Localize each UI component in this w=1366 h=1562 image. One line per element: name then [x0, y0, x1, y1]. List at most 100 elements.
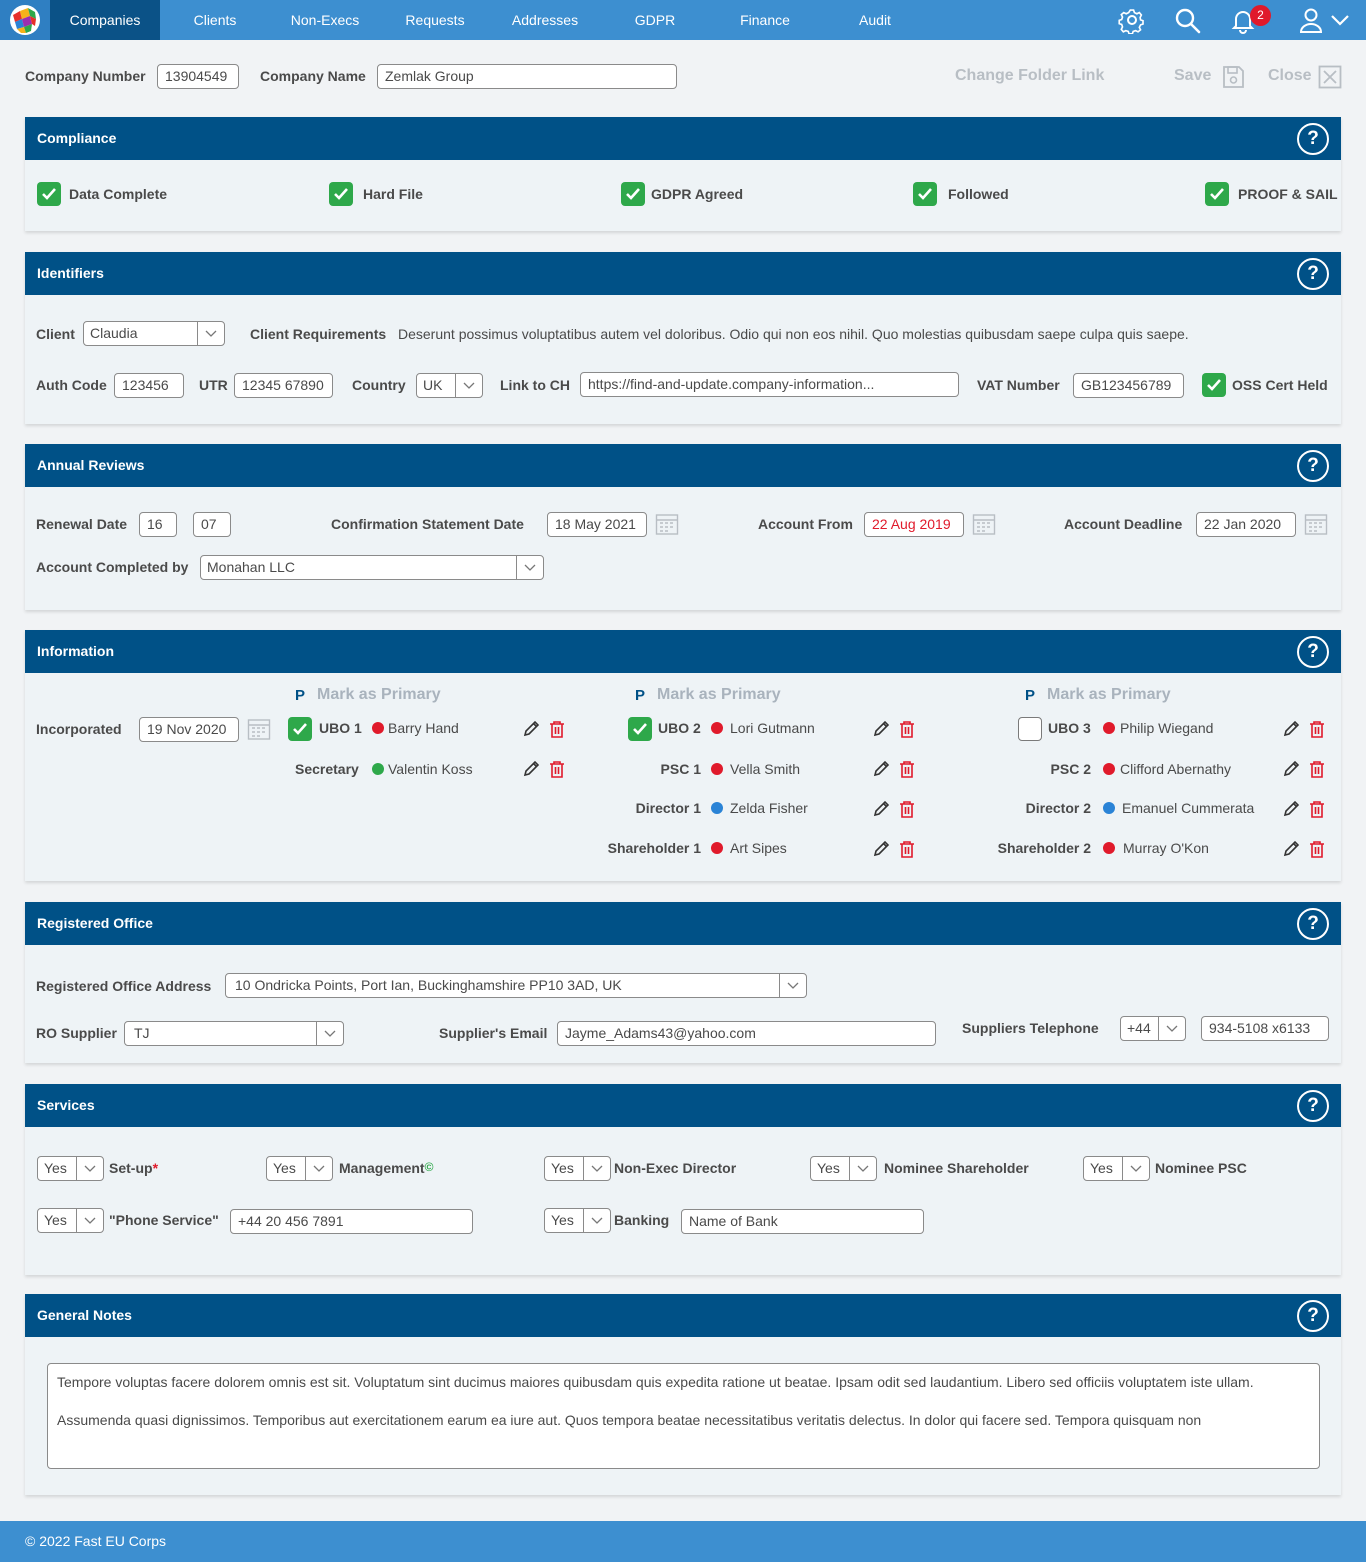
- mark-as-primary-link[interactable]: Mark as Primary: [317, 686, 441, 703]
- nav-tab-audit[interactable]: Audit: [859, 12, 891, 28]
- link-to-ch-input[interactable]: https://find-and-update.company-informat…: [580, 372, 959, 397]
- management-select[interactable]: Yes: [266, 1156, 333, 1181]
- logo[interactable]: [0, 0, 50, 40]
- annual-reviews-help-button[interactable]: ?: [1297, 450, 1329, 482]
- general-notes-textarea[interactable]: Tempore voluptas facere dolorem omnis es…: [47, 1363, 1320, 1469]
- change-folder-link-button[interactable]: Change Folder Link: [955, 67, 1105, 84]
- user-icon[interactable]: [1297, 6, 1325, 34]
- non-exec-select[interactable]: Yes: [544, 1156, 611, 1181]
- pencil-icon[interactable]: [872, 840, 890, 858]
- confirmation-date-input[interactable]: 18 May 2021: [547, 512, 647, 537]
- nav-tab-non-execs[interactable]: Non-Execs: [290, 12, 360, 28]
- bank-name-input[interactable]: Name of Bank: [681, 1209, 924, 1234]
- supplier-email-input[interactable]: Jayme_Adams43@yahoo.com: [557, 1021, 936, 1046]
- oss-cert-checkbox[interactable]: [1202, 373, 1226, 397]
- calendar-icon[interactable]: [1304, 512, 1328, 536]
- data-complete-checkbox[interactable]: [37, 182, 61, 206]
- trash-icon[interactable]: [1308, 800, 1326, 818]
- nav-tab-addresses[interactable]: Addresses: [511, 12, 579, 28]
- mark-as-primary-link[interactable]: Mark as Primary: [1047, 686, 1171, 703]
- utr-input[interactable]: 12345 67890: [234, 373, 333, 398]
- compliance-help-button[interactable]: ?: [1297, 123, 1329, 155]
- close-box-icon[interactable]: [1318, 65, 1342, 89]
- nominee-psc-select[interactable]: Yes: [1083, 1156, 1150, 1181]
- pencil-icon[interactable]: [522, 760, 540, 778]
- renewal-month-input[interactable]: 07: [193, 512, 231, 537]
- save-disk-icon[interactable]: [1221, 65, 1245, 89]
- setup-select[interactable]: Yes: [37, 1156, 104, 1181]
- renewal-day-input[interactable]: 16: [139, 512, 177, 537]
- trash-icon[interactable]: [898, 800, 916, 818]
- nav-tab-companies[interactable]: Companies: [50, 0, 160, 40]
- save-button[interactable]: Save: [1174, 67, 1212, 84]
- nominee-shareholder-select[interactable]: Yes: [810, 1156, 877, 1181]
- nav-tab-clients[interactable]: Clients: [193, 12, 237, 28]
- pencil-icon[interactable]: [1282, 840, 1300, 858]
- incorporated-date-input[interactable]: 19 Nov 2020: [139, 717, 239, 742]
- calendar-icon[interactable]: [655, 512, 679, 536]
- calendar-icon[interactable]: [247, 717, 271, 741]
- vat-number-input[interactable]: GB123456789: [1073, 373, 1184, 398]
- phone-service-number-input[interactable]: +44 20 456 7891: [230, 1209, 473, 1234]
- proof-sail-checkbox[interactable]: [1205, 182, 1229, 206]
- pencil-icon[interactable]: [872, 720, 890, 738]
- pencil-icon[interactable]: [872, 760, 890, 778]
- nav-tab-requests[interactable]: Requests: [405, 12, 465, 28]
- client-select[interactable]: Claudia: [83, 321, 225, 346]
- pencil-icon[interactable]: [872, 800, 890, 818]
- close-button[interactable]: Close: [1268, 67, 1312, 84]
- registered-office-address-select[interactable]: 10 Ondricka Points, Port Ian, Buckingham…: [225, 973, 807, 998]
- banking-select[interactable]: Yes: [544, 1208, 611, 1233]
- pencil-icon[interactable]: [1282, 760, 1300, 778]
- ro-supplier-value: TJ: [134, 1025, 150, 1041]
- company-number-input[interactable]: 13904549: [157, 64, 239, 89]
- gear-icon[interactable]: [1118, 6, 1146, 34]
- trash-icon[interactable]: [898, 840, 916, 858]
- primary-p-marker: P: [1025, 687, 1036, 704]
- hard-file-checkbox[interactable]: [329, 182, 353, 206]
- identifiers-help-button[interactable]: ?: [1297, 258, 1329, 290]
- ubo3-primary-checkbox[interactable]: [1018, 717, 1042, 741]
- search-icon[interactable]: [1173, 6, 1201, 34]
- ubo1-primary-checkbox[interactable]: [288, 717, 312, 741]
- gdpr-agreed-checkbox[interactable]: [621, 182, 645, 206]
- account-completed-select[interactable]: Monahan LLC: [200, 555, 544, 580]
- non-exec-value: Yes: [551, 1160, 574, 1176]
- checkmark-icon: [633, 723, 647, 735]
- supplier-phone-code-select[interactable]: +44: [1120, 1016, 1186, 1041]
- trash-icon[interactable]: [1308, 720, 1326, 738]
- registered-office-help-button[interactable]: ?: [1297, 908, 1329, 940]
- nav-tab-gdpr[interactable]: GDPR: [634, 12, 676, 28]
- phone-service-select[interactable]: Yes: [37, 1208, 104, 1233]
- account-from-input[interactable]: 22 Aug 2019: [864, 512, 964, 537]
- trash-icon[interactable]: [1308, 840, 1326, 858]
- ubo2-primary-checkbox[interactable]: [628, 717, 652, 741]
- auth-code-input[interactable]: 123456: [114, 373, 184, 398]
- pencil-icon[interactable]: [522, 720, 540, 738]
- checkmark-icon: [626, 188, 640, 200]
- trash-icon[interactable]: [548, 760, 566, 778]
- bell-icon[interactable]: [1229, 6, 1257, 34]
- nav-tab-finance[interactable]: Finance: [740, 12, 790, 28]
- general-notes-help-button[interactable]: ?: [1297, 1300, 1329, 1332]
- ro-supplier-select[interactable]: TJ: [124, 1021, 344, 1046]
- shareholder1-name: Art Sipes: [730, 840, 787, 856]
- registered-office-panel: Registered Office ? Registered Office Ad…: [25, 902, 1341, 1063]
- pencil-icon[interactable]: [1282, 720, 1300, 738]
- mark-as-primary-link[interactable]: Mark as Primary: [657, 686, 781, 703]
- country-select[interactable]: UK: [416, 373, 483, 398]
- company-name-input[interactable]: Zemlak Group: [377, 64, 677, 89]
- annual-reviews-panel: Annual Reviews ? Renewal Date 16 07 Conf…: [25, 444, 1341, 610]
- trash-icon[interactable]: [898, 720, 916, 738]
- trash-icon[interactable]: [548, 720, 566, 738]
- followed-checkbox[interactable]: [913, 182, 937, 206]
- services-help-button[interactable]: ?: [1297, 1090, 1329, 1122]
- calendar-icon[interactable]: [972, 512, 996, 536]
- supplier-telephone-input[interactable]: 934-5108 x6133: [1201, 1016, 1329, 1041]
- chevron-down-icon[interactable]: [1330, 13, 1350, 27]
- trash-icon[interactable]: [1308, 760, 1326, 778]
- pencil-icon[interactable]: [1282, 800, 1300, 818]
- information-help-button[interactable]: ?: [1297, 636, 1329, 668]
- account-deadline-input[interactable]: 22 Jan 2020: [1196, 512, 1296, 537]
- trash-icon[interactable]: [898, 760, 916, 778]
